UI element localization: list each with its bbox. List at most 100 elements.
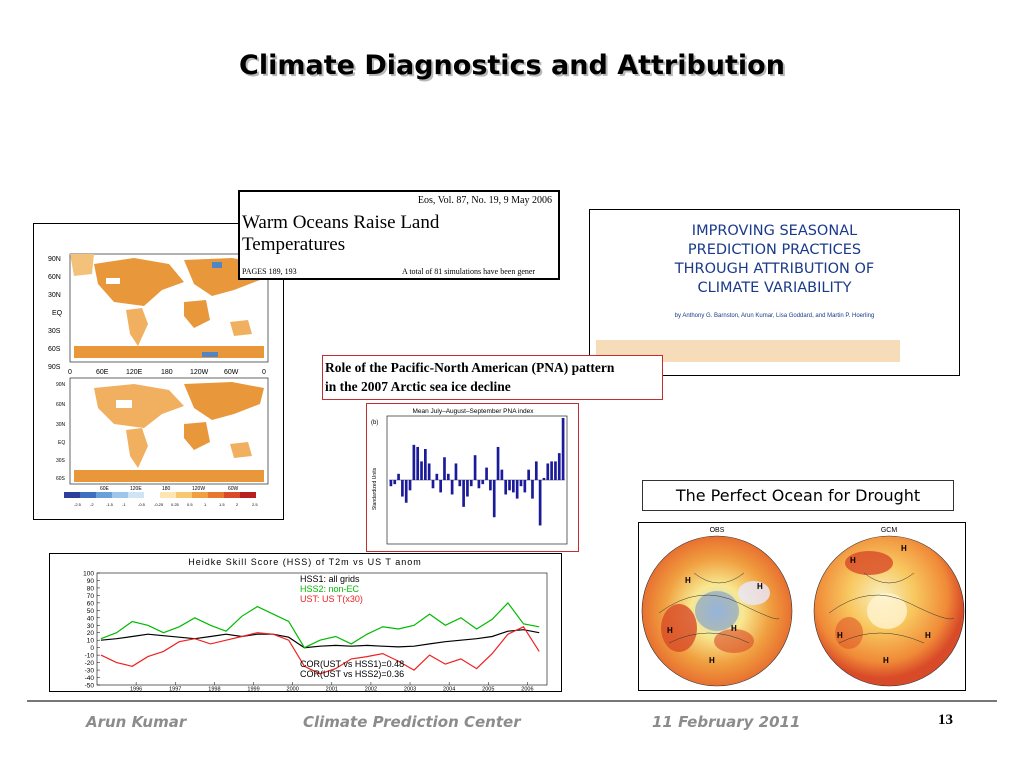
svg-text:EQ: EQ [58,440,65,446]
hss-y-tick-label: -10 [85,653,95,660]
svg-text:2.5: 2.5 [252,502,258,507]
legend-hss1: HSS1: all grids [300,574,360,584]
pna-bar [531,480,534,499]
svg-text:120W: 120W [192,486,205,492]
pna-bar [500,469,504,480]
hss-x-tick-label: 2003 [404,687,416,692]
hss-y-tick-label: 20 [87,630,95,637]
svg-text:60E: 60E [100,486,110,492]
pna-bar [454,463,458,480]
pna-article-title: Role of the Pacific-North American (PNA)… [322,355,663,400]
svg-text:-1.5: -1.5 [106,502,114,507]
svg-text:EQ: EQ [52,310,63,317]
pna-plot-area [386,415,568,545]
svg-text:-1: -1 [122,502,126,507]
svg-text:30S: 30S [56,458,66,464]
bams-article-clip: IMPROVING SEASONAL PREDICTION PRACTICES … [589,209,960,376]
hss-y-tick-label: 70 [87,593,95,600]
pna-bar [443,457,446,480]
gcm-label: GCM [881,527,898,534]
hss-y-tick-label: 10 [87,638,95,645]
hss-y-tick-label: 30 [87,623,95,630]
hss-y-tick-label: 90 [87,578,95,585]
bams-title: IMPROVING SEASONAL PREDICTION PRACTICES … [674,223,875,296]
svg-text:H: H [883,656,889,665]
pna-bar [527,469,530,480]
top-map: 90N 60N 30N EQ 30S 60S 90S [48,253,269,371]
colorbar: -2.5 -2 -1.5 -1 -0.5 -0.25 0.25 0.5 1 1.… [64,492,258,507]
svg-text:60W: 60W [224,369,239,376]
svg-text:90N: 90N [48,256,61,263]
bams-byline: by Anthony G. Barnston, Arun Kumar, Lisa… [674,313,875,319]
pna-bar [466,480,469,497]
svg-text:60N: 60N [48,274,61,281]
pna-bar [408,480,412,491]
pna-bar [485,467,488,480]
pna-bar [427,463,431,480]
svg-text:120E: 120E [126,369,143,376]
hss-lines [100,601,540,675]
pna-bar [561,418,565,480]
pna-bar [504,480,508,495]
svg-text:0: 0 [68,369,72,376]
svg-text:H: H [685,576,691,585]
footer-date: 11 February 2011 [652,713,801,731]
pna-bar [542,477,546,480]
hss-y-tick-label: -50 [85,683,95,690]
pna-ylabel: Standardized Units [372,467,378,510]
hss-x-tick-label: 1999 [247,687,259,692]
hss-annotation-1: COR(UST vs HSS1)=0.48 [300,659,404,669]
hss-chart-svg: Heidke Skill Score (HSS) of T2m vs US T … [83,557,548,692]
hss-x-tick-label: 2005 [482,687,494,692]
svg-text:180: 180 [161,369,173,376]
footer-organization: Climate Prediction Center [303,713,521,731]
eos-title: Warm Oceans Raise Land Temperatures [242,212,440,255]
svg-text:60S: 60S [48,346,61,353]
pna-bar [431,480,435,489]
svg-text:1: 1 [204,502,207,507]
bottom-map: 90N 60N 30N EQ 30S 60S 60E 120E 180 120W… [56,377,269,492]
hss-legend: HSS1: all grids HSS2: non-EC UST: US T(x… [300,574,363,604]
pna-bar [446,473,450,480]
svg-text:-0.5: -0.5 [138,502,146,507]
pna-bar [435,473,439,480]
svg-text:2: 2 [236,502,239,507]
pna-bar [397,473,400,480]
svg-text:0.5: 0.5 [187,502,193,507]
pna-bar [519,480,523,487]
hss-plot-area [96,572,548,686]
pna-bar [477,480,481,489]
svg-text:0.25: 0.25 [171,502,180,507]
hss-series-line [100,626,540,675]
pna-chart-svg: Mean July–August–September PNA index (b)… [371,408,568,545]
hss-annotation-2: COR(UST vs HSS2)=0.36 [300,669,404,679]
hss-title: Heidke Skill Score (HSS) of T2m vs US T … [188,557,422,567]
svg-text:60N: 60N [56,402,66,408]
pna-bar [450,480,454,495]
page-number: 13 [938,712,953,728]
pna-bar [492,480,496,518]
svg-text:-0.25: -0.25 [154,502,164,507]
pna-bar [469,480,473,487]
hss-y-tick-label: -20 [85,660,95,667]
footer-divider [27,700,997,702]
hss-x-tick-label: 1998 [208,687,220,692]
eos-text: A total of 81 simulations have been gene… [402,267,536,276]
hss-x-tick-label: 2006 [521,687,533,692]
pna-bar [412,444,416,480]
svg-text:30N: 30N [56,422,66,428]
pna-bar [554,461,557,480]
eos-header: Eos, Vol. 87, No. 19, 9 May 2006 [417,195,552,206]
svg-text:90S: 90S [48,364,61,371]
svg-text:-2: -2 [90,502,94,507]
svg-text:H: H [731,624,737,633]
map-figure: 90N 60N 30N EQ 30S 60S 90S 0 60E 120E 18… [48,253,269,507]
svg-text:H: H [667,626,673,635]
pna-bar [404,480,408,503]
legend-ust: UST: US T(x30) [300,594,363,604]
pna-bar [401,480,404,497]
hss-y-tick-label: 50 [87,608,95,615]
pna-bar [512,480,515,493]
slide-title: Climate Diagnostics and Attribution [239,50,785,81]
hss-x-tick-label: 2001 [326,687,338,692]
